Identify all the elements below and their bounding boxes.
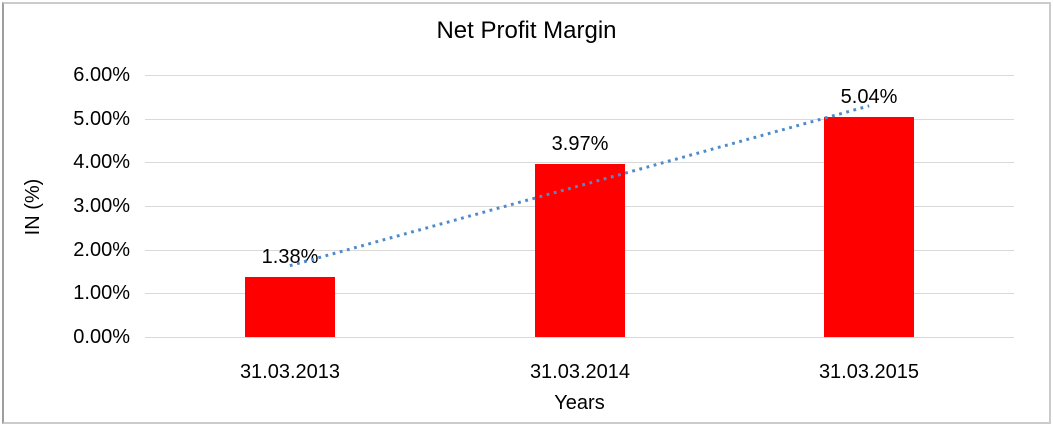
y-axis-tick-label: 2.00% — [73, 239, 130, 261]
plot-area: 0.00% 1.00% 2.00% 3.00% 4.00% 5.00% 6.00% 1.38%… — [73, 65, 1014, 382]
bar-value-label: 3.97% — [551, 133, 609, 155]
y-axis-tick-label: 3.00% — [73, 195, 130, 217]
y-axis-tick-label: 5.00% — [73, 108, 130, 130]
x-axis-title: Years — [554, 392, 605, 414]
gridline — [145, 337, 1014, 338]
gridline — [145, 162, 1014, 163]
bar — [535, 164, 625, 337]
gridline — [145, 119, 1014, 120]
gridline — [145, 75, 1014, 76]
chart-title: Net Profit Margin — [436, 17, 617, 44]
bar — [824, 117, 914, 337]
bar-value-label: 5.04% — [840, 86, 898, 108]
bar — [245, 277, 335, 337]
y-axis-tick-label: 1.00% — [73, 282, 130, 304]
x-axis-tick-label: 31.03.2013 — [239, 361, 341, 383]
y-axis-tick-label: 6.00% — [73, 64, 130, 86]
x-axis-tick-label: 31.03.2014 — [529, 361, 631, 383]
y-axis-tick-label: 0.00% — [73, 326, 130, 348]
x-axis-tick-label: 31.03.2015 — [818, 361, 920, 383]
trendline — [289, 104, 870, 268]
y-axis-tick-label: 4.00% — [73, 151, 130, 173]
